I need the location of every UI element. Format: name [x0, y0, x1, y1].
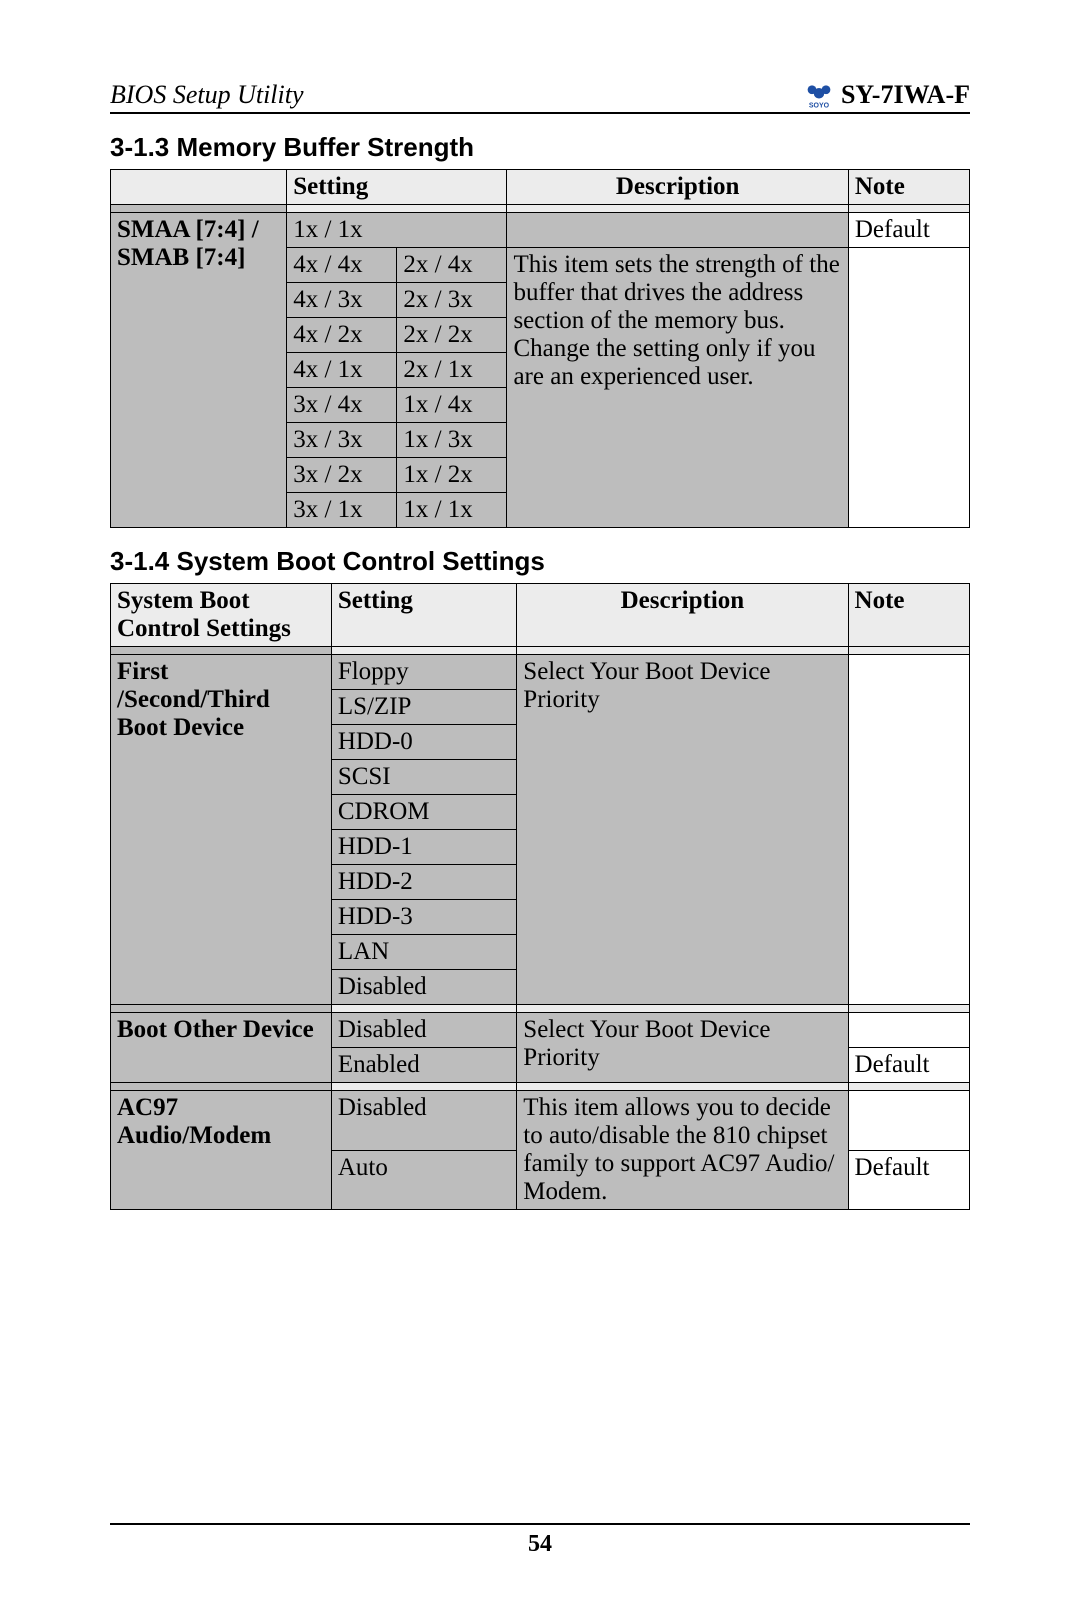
setting-default: 1x / 1x	[287, 213, 507, 248]
note-cell	[848, 1013, 969, 1048]
soyo-logo-icon: SOYO	[805, 81, 833, 109]
row-label-smaa: SMAA [7:4] / SMAB [7:4]	[111, 213, 287, 528]
table-header-row: System Boot Control Settings Setting Des…	[111, 584, 970, 647]
memory-buffer-table: Setting Description Note SMAA [7:4] / SM…	[110, 169, 970, 528]
setting-cell: LS/ZIP	[331, 690, 516, 725]
note-blank	[848, 248, 969, 528]
setting-cell: 4x / 3x	[287, 283, 397, 318]
hdr-note: Note	[848, 584, 969, 647]
row-label-boot-device: First /Second/Third Boot Device	[111, 655, 332, 1005]
hdr-description: Description	[507, 170, 848, 205]
setting-cell: Disabled	[331, 1013, 516, 1048]
boot-control-table: System Boot Control Settings Setting Des…	[110, 583, 970, 1210]
setting-cell: 4x / 1x	[287, 353, 397, 388]
setting-cell: CDROM	[331, 795, 516, 830]
desc-cell: Select Your Boot Device Priority	[517, 1013, 848, 1083]
desc-cell: Select Your Boot Device Priority	[517, 655, 848, 1005]
setting-cell: 1x / 1x	[397, 493, 507, 528]
note-cell: Default	[848, 1150, 969, 1210]
note-default: Default	[848, 213, 969, 248]
setting-cell: HDD-2	[331, 865, 516, 900]
hdr-setting: Setting	[331, 584, 516, 647]
setting-cell: 4x / 4x	[287, 248, 397, 283]
setting-cell: 3x / 4x	[287, 388, 397, 423]
table-row: Boot Other Device Disabled Select Your B…	[111, 1013, 970, 1048]
hdr-col1: System Boot Control Settings	[111, 584, 332, 647]
page-footer: 54	[0, 1523, 1080, 1558]
setting-cell: 2x / 4x	[397, 248, 507, 283]
setting-cell: HDD-1	[331, 830, 516, 865]
spacer-row	[111, 1005, 970, 1013]
spacer-row	[111, 647, 970, 655]
setting-cell: Auto	[331, 1150, 516, 1210]
header-right: SOYO SY-7IWA-F	[805, 80, 970, 110]
setting-cell: 2x / 3x	[397, 283, 507, 318]
setting-cell: SCSI	[331, 760, 516, 795]
hdr-description: Description	[517, 584, 848, 647]
setting-cell: 1x / 3x	[397, 423, 507, 458]
setting-cell: 3x / 1x	[287, 493, 397, 528]
setting-cell: 3x / 2x	[287, 458, 397, 493]
spacer-row	[111, 1083, 970, 1091]
model-label: SY-7IWA-F	[841, 80, 970, 110]
svg-text:SOYO: SOYO	[809, 102, 830, 109]
setting-cell: Floppy	[331, 655, 516, 690]
setting-cell: 4x / 2x	[287, 318, 397, 353]
setting-cell: Disabled	[331, 970, 516, 1005]
row-label-ac97: AC97 Audio/Modem	[111, 1091, 332, 1210]
setting-cell: Disabled	[331, 1091, 516, 1151]
table-header-row: Setting Description Note	[111, 170, 970, 205]
table-row: SMAA [7:4] / SMAB [7:4] 1x / 1x Default	[111, 213, 970, 248]
note-cell: Default	[848, 1048, 969, 1083]
header-left: BIOS Setup Utility	[110, 80, 304, 110]
hdr-blank	[111, 170, 287, 205]
note-cell	[848, 1091, 969, 1151]
table-row: AC97 Audio/Modem Disabled This item allo…	[111, 1091, 970, 1151]
setting-cell: 1x / 4x	[397, 388, 507, 423]
spacer-row	[111, 205, 970, 213]
note-blank	[848, 655, 969, 1005]
setting-cell: 2x / 2x	[397, 318, 507, 353]
hdr-setting: Setting	[287, 170, 507, 205]
section-title-memory-buffer: 3-1.3 Memory Buffer Strength	[110, 132, 970, 163]
setting-cell: LAN	[331, 935, 516, 970]
table-row: First /Second/Third Boot Device Floppy S…	[111, 655, 970, 690]
setting-cell: 2x / 1x	[397, 353, 507, 388]
desc-cell: This item allows you to decide to auto/d…	[517, 1091, 848, 1210]
setting-cell: 3x / 3x	[287, 423, 397, 458]
section-title-boot-control: 3-1.4 System Boot Control Settings	[110, 546, 970, 577]
desc-blank	[507, 213, 848, 248]
setting-cell: 1x / 2x	[397, 458, 507, 493]
row-label-boot-other: Boot Other Device	[111, 1013, 332, 1083]
setting-cell: Enabled	[331, 1048, 516, 1083]
desc-cell: This item sets the strength of the buffe…	[507, 248, 848, 528]
setting-cell: HDD-0	[331, 725, 516, 760]
page-header: BIOS Setup Utility SOYO SY-7IWA-F	[110, 80, 970, 114]
setting-cell: HDD-3	[331, 900, 516, 935]
hdr-note: Note	[848, 170, 969, 205]
page-number: 54	[110, 1523, 970, 1558]
page: BIOS Setup Utility SOYO SY-7IWA-F 3-1.3 …	[0, 0, 1080, 1618]
